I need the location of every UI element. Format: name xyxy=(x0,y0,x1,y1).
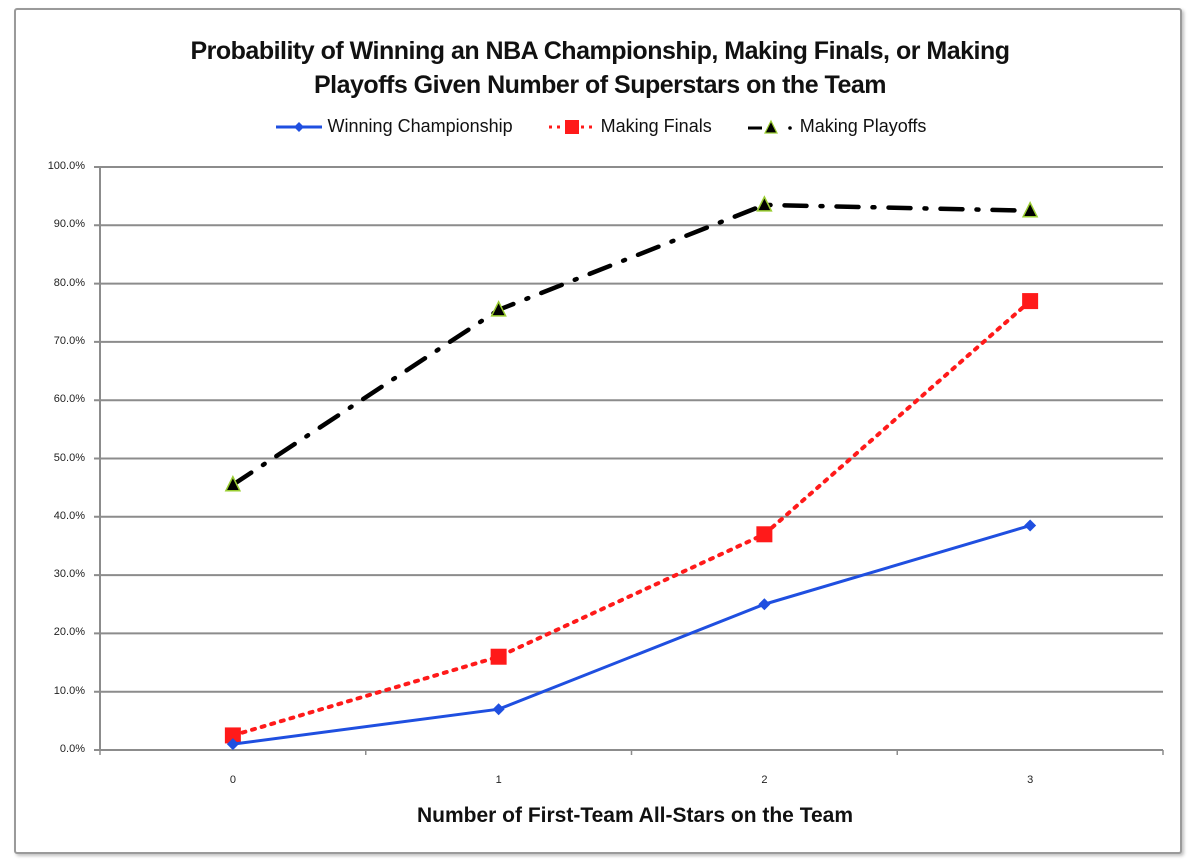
x-tick-label: 0 xyxy=(229,774,236,786)
legend-label: Winning Championship xyxy=(327,116,513,136)
y-tick-label: 90.0% xyxy=(53,218,85,231)
y-tick-label: 10.0% xyxy=(53,684,85,697)
legend-line-triangle-icon xyxy=(747,119,792,134)
legend-line-diamond-icon xyxy=(275,121,322,132)
series-making-finals xyxy=(224,293,1039,744)
legend-label: Making Finals xyxy=(600,116,712,136)
y-tick-label: 100.0% xyxy=(47,160,85,172)
series-making-playoffs xyxy=(224,195,1039,492)
gridlines xyxy=(94,166,1163,751)
y-tick-label: 50.0% xyxy=(53,451,85,464)
legend-item-making-finals: Making Finals xyxy=(547,116,712,137)
y-tick-label: 60.0% xyxy=(53,393,85,406)
diamond-marker-icon xyxy=(758,598,771,611)
axes xyxy=(99,167,1164,755)
legend-item-making-playoffs: Making Playoffs xyxy=(746,116,927,137)
chart-title-line-1: Probability of Winning an NBA Championsh… xyxy=(190,37,1010,65)
x-tick-label: 2 xyxy=(761,774,768,786)
square-marker-icon xyxy=(224,727,241,744)
legend-line-square-icon xyxy=(548,119,595,134)
x-axis-title: Number of First-Team All-Stars on the Te… xyxy=(416,804,853,827)
legend-item-winning-championship: Winning Championship xyxy=(274,116,513,137)
diamond-marker-icon xyxy=(1024,519,1037,532)
diamond-marker-icon xyxy=(492,703,505,716)
series-winning-championship xyxy=(226,519,1037,751)
y-tick-label: 70.0% xyxy=(53,334,85,347)
diamond-marker-icon xyxy=(226,738,239,751)
chart-title: Probability of Winning an NBA Championsh… xyxy=(0,34,1200,102)
chart-frame xyxy=(14,8,1182,854)
chart-title-line-2: Playoffs Given Number of Superstars on t… xyxy=(313,71,887,99)
square-marker-icon xyxy=(490,648,507,665)
square-marker-icon xyxy=(756,526,773,543)
x-tick-label: 3 xyxy=(1027,774,1034,786)
y-tick-label: 40.0% xyxy=(53,509,85,522)
triangle-marker-icon xyxy=(490,300,507,317)
x-tick-label: 1 xyxy=(495,774,502,786)
chart-legend: Winning Championship Making Finals Makin… xyxy=(0,116,1200,137)
y-tick-label: 80.0% xyxy=(53,276,85,289)
triangle-marker-icon xyxy=(224,475,242,492)
y-tick-label: 30.0% xyxy=(53,568,85,581)
y-tick-label: 20.0% xyxy=(53,626,85,639)
legend-label: Making Playoffs xyxy=(799,116,927,136)
triangle-marker-icon xyxy=(1021,201,1039,218)
triangle-marker-icon xyxy=(756,195,773,212)
square-marker-icon xyxy=(1022,293,1039,310)
y-tick-label: 0.0% xyxy=(59,743,85,755)
data-series xyxy=(224,195,1039,751)
